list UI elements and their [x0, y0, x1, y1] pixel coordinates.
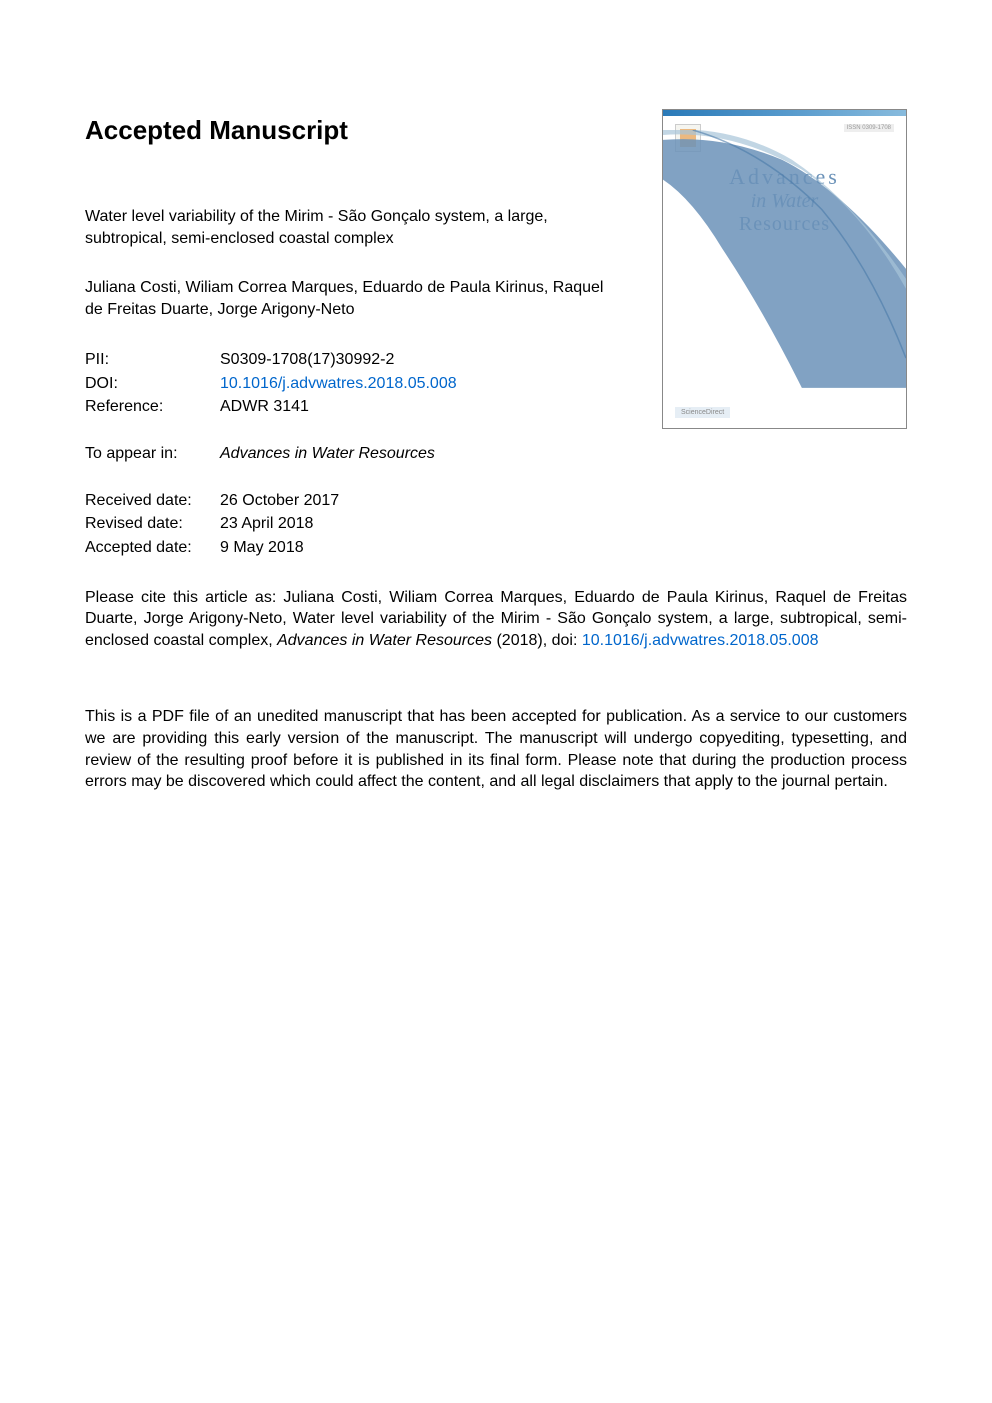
- cover-title-line1: Advances: [673, 164, 896, 190]
- page-container: Accepted Manuscript ISSN 0309-1708 Advan…: [0, 0, 992, 793]
- revised-row: Revised date: 23 April 2018: [85, 512, 907, 535]
- doi-label: DOI:: [85, 372, 220, 395]
- accepted-value: 9 May 2018: [220, 536, 907, 559]
- citation-block: Please cite this article as: Juliana Cos…: [85, 587, 907, 652]
- cover-title-line2: in Water: [673, 190, 896, 213]
- cover-title-block: Advances in Water Resources: [663, 164, 906, 236]
- journal-cover-thumbnail: ISSN 0309-1708 Advances in Water Resourc…: [662, 109, 907, 429]
- revised-value: 23 April 2018: [220, 512, 907, 535]
- dates-block: Received date: 26 October 2017 Revised d…: [85, 489, 907, 559]
- received-value: 26 October 2017: [220, 489, 907, 512]
- elsevier-logo-icon: [675, 124, 701, 152]
- citation-journal: Advances in Water Resources: [277, 632, 492, 649]
- appear-label: To appear in:: [85, 442, 220, 465]
- appear-block: To appear in: Advances in Water Resource…: [85, 442, 907, 465]
- cover-title-line3: Resources: [673, 213, 896, 236]
- cover-issn: ISSN 0309-1708: [844, 124, 894, 132]
- cover-inner: ISSN 0309-1708 Advances in Water Resourc…: [663, 110, 906, 428]
- received-label: Received date:: [85, 489, 220, 512]
- reference-label: Reference:: [85, 395, 220, 418]
- cover-sciencedirect-label: ScienceDirect: [675, 407, 730, 418]
- pii-label: PII:: [85, 348, 220, 371]
- appear-row: To appear in: Advances in Water Resource…: [85, 442, 907, 465]
- citation-suffix: (2018), doi:: [492, 632, 582, 649]
- article-title: Water level variability of the Mirim - S…: [85, 206, 625, 249]
- accepted-label: Accepted date:: [85, 536, 220, 559]
- authors-list: Juliana Costi, Wiliam Correa Marques, Ed…: [85, 277, 625, 320]
- appear-value: Advances in Water Resources: [220, 442, 907, 465]
- revised-label: Revised date:: [85, 512, 220, 535]
- cover-logo-row: ISSN 0309-1708: [663, 116, 906, 156]
- citation-doi-link[interactable]: 10.1016/j.advwatres.2018.05.008: [582, 632, 819, 649]
- received-row: Received date: 26 October 2017: [85, 489, 907, 512]
- accepted-row: Accepted date: 9 May 2018: [85, 536, 907, 559]
- disclaimer-text: This is a PDF file of an unedited manusc…: [85, 706, 907, 792]
